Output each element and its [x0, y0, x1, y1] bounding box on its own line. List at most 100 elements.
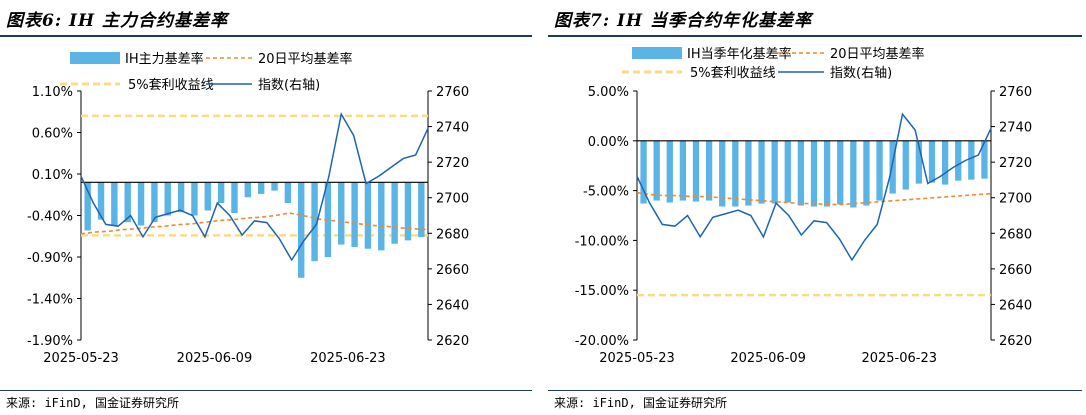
y-left-tick-label: 0.10%: [32, 168, 73, 183]
legend-label-threshold: 5%套利收益线: [128, 77, 214, 93]
y-right-tick-label: 2700: [999, 192, 1032, 207]
title-rule: [548, 35, 1082, 37]
index-line: [80, 112, 429, 262]
basis-bar: [850, 140, 857, 208]
basis-bar: [351, 182, 358, 248]
basis-bar: [863, 140, 870, 206]
basis-bar: [876, 140, 883, 201]
legend-label-ma20: 20日平均基差率: [830, 46, 925, 62]
basis-bar: [217, 182, 225, 204]
basis-bar: [653, 140, 660, 201]
y-right-tick-label: 2680: [999, 227, 1032, 242]
basis-bar: [151, 182, 158, 223]
y-left-tick-label: -15.00%: [575, 284, 629, 299]
basis-bar: [191, 182, 198, 216]
basis-bar: [981, 140, 988, 179]
y-left-tick-label: -0.40%: [27, 210, 73, 225]
y-right-tick-label: 2740: [999, 121, 1032, 136]
panel-ih-quarter-basis: 图表7: IH 当季合约年化基差率 5.00% 0.00% -5.00% -10.00…: [548, 0, 1086, 415]
x-tick-label: 2025-06-23: [310, 351, 386, 366]
basis-bar: [284, 182, 292, 204]
chart-title: 图表6: IH 主力合约基差率: [6, 11, 228, 31]
basis-bar: [810, 140, 818, 207]
y-left-tick-label: 1.10%: [32, 85, 73, 100]
y-left-tick-label: -20.00%: [575, 334, 629, 349]
y-right-tick-label: 2660: [436, 263, 469, 278]
panel-ih-main-basis: 图表6: IH 主力合约基差率 1.10% 0.60% 0.10% -0.40% -0.…: [0, 0, 536, 415]
x-tick-label: 2025-05-23: [599, 351, 675, 366]
basis-bar: [968, 140, 975, 180]
basis-bar: [823, 140, 831, 207]
y-right-tick-label: 2660: [999, 263, 1032, 278]
index-line: [636, 112, 992, 262]
basis-bar: [732, 140, 739, 207]
y-right-tick-label: 2640: [436, 298, 469, 313]
x-tick-label: 2025-06-09: [177, 351, 253, 366]
y-right-tick-label: 2760: [999, 85, 1032, 100]
basis-bar: [928, 140, 936, 183]
basis-bar: [311, 182, 318, 262]
y-left-tick-label: -1.90%: [27, 334, 73, 349]
basis-bar: [164, 182, 171, 216]
title-rule: [0, 35, 532, 37]
basis-bar: [84, 182, 91, 231]
basis-bar: [915, 140, 923, 184]
basis-bar: [902, 140, 909, 190]
legend-swatch-basis: [70, 52, 120, 64]
legend-label-basis: IH当季年化基差率: [687, 46, 792, 62]
y-right-tick-label: 2620: [999, 334, 1032, 349]
source-rule: [0, 390, 532, 391]
basis-bar: [338, 182, 345, 245]
basis-bar: [837, 140, 844, 205]
legend-label-ma20: 20日平均基差率: [258, 51, 353, 67]
basis-bar: [797, 140, 805, 206]
y-left-tick-label: -5.00%: [583, 185, 629, 200]
basis-bar: [679, 140, 687, 201]
x-tick-label: 2025-06-09: [730, 351, 806, 366]
x-tick-label: 2025-06-23: [861, 351, 937, 366]
y-right-tick-label: 2680: [436, 227, 469, 242]
legend-label-index: 指数(右轴): [830, 66, 892, 81]
y-left-tick-label: 5.00%: [588, 85, 629, 100]
basis-bar: [941, 140, 949, 185]
legend-label-index: 指数(右轴): [258, 78, 320, 93]
y-left-tick-label: -10.00%: [575, 234, 629, 249]
basis-bar: [111, 182, 118, 226]
y-left-tick-label: -1.40%: [27, 293, 73, 308]
y-right-tick-label: 2720: [999, 156, 1032, 171]
basis-bar: [298, 182, 305, 278]
y-right-tick-label: 2720: [436, 156, 469, 171]
source-rule: [548, 390, 1082, 391]
chart-title: 图表7: IH 当季合约年化基差率: [554, 11, 812, 31]
y-left-tick-label: 0.60%: [32, 127, 73, 142]
basis-bar: [124, 182, 131, 223]
basis-bar: [364, 182, 372, 249]
basis-bar: [244, 182, 252, 198]
basis-bar: [391, 182, 398, 244]
x-tick-label: 2025-05-23: [43, 351, 119, 366]
basis-bar: [666, 140, 673, 203]
basis-bar: [889, 140, 896, 194]
y-right-tick-label: 2620: [436, 334, 469, 349]
y-left-tick-label: -0.90%: [27, 251, 73, 266]
y-right-tick-label: 2640: [999, 298, 1032, 313]
basis-bar: [640, 140, 647, 204]
y-right-tick-label: 2740: [436, 121, 469, 136]
basis-bar: [271, 182, 278, 191]
basis-bar: [204, 182, 211, 211]
basis-bar: [231, 182, 238, 214]
source-note: 来源: iFinD, 国金证券研究所: [554, 396, 728, 410]
basis-bar: [404, 182, 412, 241]
basis-bar: [177, 182, 185, 213]
y-right-tick-label: 2700: [436, 192, 469, 207]
basis-bar: [692, 140, 700, 202]
basis-bar: [771, 140, 778, 204]
chart-ih-main-basis: 1.10% 0.60% 0.10% -0.40% -0.90% -1.40% -1.90% 2…: [27, 51, 469, 366]
basis-bar: [97, 182, 105, 220]
basis-bar: [758, 140, 765, 204]
basis-bar: [745, 140, 752, 206]
ma20-line: [80, 212, 429, 235]
y-left-tick-label: 0.00%: [588, 135, 629, 150]
legend-label-threshold: 5%套利收益线: [690, 65, 776, 81]
source-note: 来源: iFinD, 国金证券研究所: [6, 396, 180, 410]
